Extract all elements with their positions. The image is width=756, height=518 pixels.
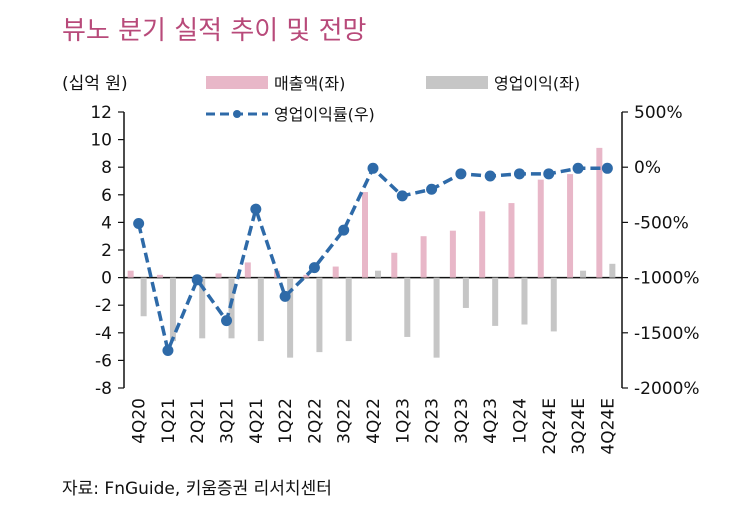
left-tick-label: 2 bbox=[101, 241, 112, 261]
margin-point bbox=[308, 262, 320, 274]
sales-bar bbox=[244, 262, 251, 278]
sales-bar bbox=[420, 236, 427, 278]
legend-marker-margin bbox=[233, 110, 241, 118]
margin-point bbox=[367, 162, 379, 174]
source-note: 자료: FnGuide, 키움증권 리서치센터 bbox=[62, 479, 332, 499]
x-tick-label: 3Q22 bbox=[335, 398, 355, 444]
x-tick-label: 1Q24 bbox=[510, 398, 530, 444]
margin-point bbox=[133, 218, 145, 230]
right-tick-label: 0% bbox=[634, 158, 661, 178]
operating-profit-bar bbox=[199, 277, 206, 339]
operating-profit-bar bbox=[550, 277, 557, 332]
operating-profit-bar bbox=[169, 277, 176, 342]
legend-label-margin: 영업이익률(우) bbox=[274, 105, 375, 124]
x-tick-label: 1Q22 bbox=[276, 398, 296, 444]
margin-point bbox=[250, 203, 262, 215]
x-tick-label: 4Q20 bbox=[130, 398, 150, 444]
sales-bar bbox=[449, 230, 456, 278]
margin-point bbox=[484, 170, 496, 182]
left-tick-label: 4 bbox=[101, 213, 112, 233]
margin-point bbox=[513, 168, 525, 180]
chart-title: 뷰노 분기 실적 추이 및 전망 bbox=[62, 16, 366, 46]
sales-bar bbox=[215, 273, 222, 278]
operating-profit-bar bbox=[404, 277, 411, 337]
x-tick-label: 3Q23 bbox=[452, 398, 472, 444]
margin-point bbox=[601, 162, 613, 174]
left-tick-label: -2 bbox=[95, 296, 112, 316]
unit-label: (십억 원) bbox=[62, 74, 128, 94]
operating-profit-bar bbox=[257, 277, 264, 342]
x-tick-label: 3Q24E bbox=[569, 398, 589, 455]
right-tick-label: -2000% bbox=[634, 379, 700, 399]
legend-label-operating-profit: 영업이익(좌) bbox=[494, 74, 580, 93]
sales-bar bbox=[391, 252, 398, 278]
sales-bar bbox=[479, 211, 486, 278]
x-tick-label: 2Q22 bbox=[305, 398, 325, 444]
operating-profit-bar bbox=[345, 277, 352, 342]
left-tick-label: -4 bbox=[95, 324, 112, 344]
right-tick-label: -500% bbox=[634, 213, 689, 233]
x-tick-label: 1Q21 bbox=[159, 398, 179, 444]
margin-point bbox=[543, 168, 555, 180]
operating-profit-bar bbox=[580, 270, 587, 278]
sales-bar bbox=[127, 270, 134, 278]
x-tick-label: 4Q21 bbox=[247, 398, 267, 444]
margin-point bbox=[426, 183, 438, 195]
plot-area: 12 10 8 6 4 2 0 -2 -4 -6 -8 500% 0% -500% -1000% -1500%… bbox=[90, 103, 699, 455]
left-tick-label: -8 bbox=[95, 379, 112, 399]
margin-line bbox=[136, 166, 608, 353]
operating-profit-bar bbox=[316, 277, 323, 353]
right-tick-label: -1000% bbox=[634, 269, 700, 289]
sales-bar bbox=[508, 203, 515, 278]
margin-point bbox=[221, 315, 233, 327]
margin-point bbox=[455, 168, 467, 180]
right-tick-label: 500% bbox=[634, 103, 683, 123]
x-tick-label: 4Q22 bbox=[364, 398, 384, 444]
left-tick-label: 0 bbox=[101, 269, 112, 289]
left-tick-label: 6 bbox=[101, 186, 112, 206]
x-tick-label: 2Q24E bbox=[540, 398, 560, 455]
x-tick-label: 1Q23 bbox=[393, 398, 413, 444]
operating-profit-bar bbox=[462, 277, 469, 308]
sales-bar bbox=[596, 147, 603, 278]
x-tick-label: 3Q21 bbox=[218, 398, 238, 444]
legend-swatch-operating-profit bbox=[426, 76, 488, 89]
left-tick-label: 10 bbox=[90, 131, 112, 151]
operating-profit-bar bbox=[375, 270, 381, 278]
left-tick-label: -6 bbox=[95, 351, 112, 371]
margin-point bbox=[162, 344, 174, 356]
x-tick-label: 2Q21 bbox=[188, 398, 208, 444]
operating-profit-bar bbox=[433, 277, 440, 358]
margin-point bbox=[572, 162, 584, 174]
operating-profit-bar bbox=[609, 263, 616, 278]
operating-profit-bar bbox=[287, 277, 294, 358]
operating-profit-bar bbox=[140, 277, 147, 317]
sales-bar bbox=[156, 274, 163, 278]
margin-point bbox=[191, 274, 203, 286]
sales-bar bbox=[537, 179, 544, 278]
x-tick-label: 4Q24E bbox=[598, 398, 618, 455]
margin-point bbox=[338, 224, 350, 236]
operating-profit-bar bbox=[521, 277, 528, 325]
sales-bar bbox=[567, 174, 574, 278]
margin-point bbox=[396, 190, 408, 202]
sales-bar bbox=[303, 274, 310, 278]
margin-point bbox=[279, 290, 291, 302]
x-tick-label: 2Q23 bbox=[423, 398, 443, 444]
legend-label-sales: 매출액(좌) bbox=[274, 74, 345, 93]
right-tick-label: -1500% bbox=[634, 324, 700, 344]
legend-swatch-sales bbox=[206, 76, 268, 89]
sales-bar bbox=[332, 266, 339, 278]
left-tick-label: 8 bbox=[101, 158, 112, 178]
x-tick-label: 4Q23 bbox=[481, 398, 501, 444]
operating-profit-bar bbox=[492, 277, 499, 326]
sales-bar bbox=[362, 192, 368, 278]
left-tick-label: 12 bbox=[90, 103, 112, 123]
